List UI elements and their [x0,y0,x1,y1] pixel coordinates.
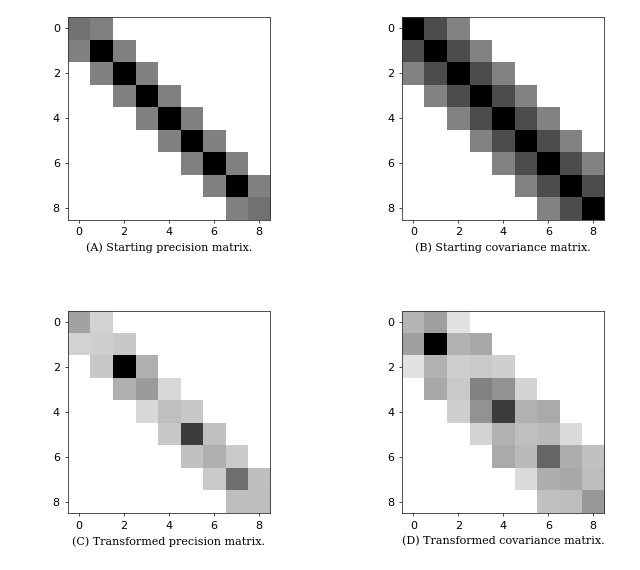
X-axis label: (C) Transformed precision matrix.: (C) Transformed precision matrix. [72,536,265,547]
X-axis label: (B) Starting covariance matrix.: (B) Starting covariance matrix. [415,243,591,253]
X-axis label: (A) Starting precision matrix.: (A) Starting precision matrix. [86,243,252,253]
X-axis label: (D) Transformed covariance matrix.: (D) Transformed covariance matrix. [402,536,605,547]
